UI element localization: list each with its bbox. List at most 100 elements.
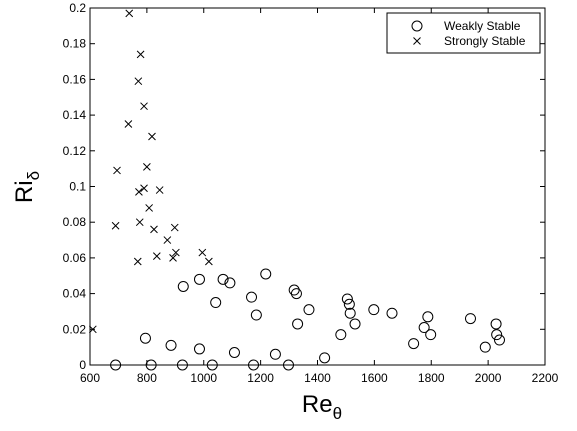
data-point-circle bbox=[303, 304, 315, 316]
legend-box bbox=[386, 12, 541, 54]
data-point-circle bbox=[349, 318, 361, 330]
x-axis-label: Reθ bbox=[302, 391, 342, 423]
y-tick-label: 0.16 bbox=[63, 72, 87, 86]
data-point-circle bbox=[341, 293, 353, 305]
x-tick-label: 2000 bbox=[475, 371, 502, 385]
data-point-circle bbox=[176, 359, 188, 371]
data-point-circle bbox=[224, 277, 236, 289]
series-strongly-stable bbox=[88, 9, 213, 334]
data-point-x bbox=[145, 204, 154, 212]
data-point-x bbox=[135, 218, 144, 227]
data-point-x bbox=[205, 257, 213, 266]
y-tick-label: 0.1 bbox=[69, 180, 86, 194]
data-point-circle bbox=[282, 359, 294, 371]
y-axis-ticks: 0 0.02 0.04 0.06 0.08 0.1 0.12 0.14 0.16 0.18 0.2 bbox=[63, 1, 545, 372]
data-point-circle bbox=[145, 359, 157, 371]
legend-label: Weakly Stable bbox=[444, 19, 521, 33]
y-tick-label: 0.2 bbox=[69, 1, 86, 15]
data-point-circle bbox=[269, 348, 281, 360]
data-point-circle bbox=[228, 347, 240, 359]
plot-frame bbox=[89, 7, 546, 366]
data-point-x bbox=[198, 248, 207, 257]
data-point-x bbox=[135, 188, 143, 196]
x-tick-label: 1800 bbox=[418, 371, 445, 385]
data-point-x bbox=[111, 221, 120, 230]
y-tick-label: 0.06 bbox=[63, 251, 87, 265]
data-point-circle bbox=[418, 322, 430, 334]
y-axis-label-sub: δ bbox=[24, 171, 43, 180]
data-point-x bbox=[134, 77, 143, 86]
data-point-circle bbox=[177, 280, 189, 292]
x-tick-label: 600 bbox=[80, 371, 100, 385]
x-axis-label-main: Re bbox=[302, 391, 333, 418]
data-point-circle bbox=[408, 338, 420, 350]
data-point-x bbox=[140, 102, 148, 111]
data-point-circle bbox=[479, 341, 491, 353]
data-point-circle bbox=[139, 332, 151, 344]
y-tick-label: 0.12 bbox=[63, 144, 87, 158]
data-point-circle bbox=[193, 273, 205, 285]
y-tick-label: 0.14 bbox=[63, 108, 87, 122]
legend-marker-x bbox=[413, 37, 421, 45]
data-point-circle bbox=[193, 343, 205, 355]
data-point-circle bbox=[343, 298, 355, 310]
data-point-circle bbox=[344, 307, 356, 319]
data-point-circle bbox=[246, 291, 258, 303]
x-tick-label: 800 bbox=[137, 371, 157, 385]
data-point-circle bbox=[319, 352, 331, 364]
data-point-x bbox=[136, 50, 145, 59]
legend-marker-circle bbox=[411, 20, 423, 32]
data-point-x bbox=[140, 184, 148, 193]
data-point-circle bbox=[206, 359, 218, 371]
data-point-circle bbox=[210, 297, 222, 309]
y-axis-label-main: Ri bbox=[11, 180, 38, 203]
y-tick-label: 0 bbox=[79, 358, 86, 372]
y-tick-label: 0.04 bbox=[63, 287, 87, 301]
data-point-circle bbox=[290, 288, 302, 300]
data-point-circle bbox=[110, 359, 122, 371]
data-point-x bbox=[155, 186, 164, 194]
data-point-circle bbox=[165, 339, 177, 351]
x-tick-label: 2200 bbox=[532, 371, 559, 385]
x-tick-label: 1000 bbox=[190, 371, 217, 385]
data-point-x bbox=[152, 252, 161, 260]
y-axis-label: Riδ bbox=[11, 171, 43, 203]
data-point-circle bbox=[368, 304, 380, 316]
data-point-x bbox=[172, 248, 180, 257]
data-point-circle bbox=[292, 318, 304, 330]
x-tick-label: 1200 bbox=[247, 371, 274, 385]
data-point-x bbox=[124, 120, 133, 128]
data-point-circle bbox=[335, 329, 347, 341]
data-point-x bbox=[170, 223, 179, 232]
plot-area bbox=[89, 7, 546, 366]
data-point-circle bbox=[260, 268, 272, 280]
data-point-x bbox=[143, 163, 151, 171]
data-point-x bbox=[163, 236, 172, 244]
data-point-x bbox=[148, 132, 156, 141]
y-tick-label: 0.02 bbox=[63, 322, 87, 336]
data-point-circle bbox=[386, 307, 398, 319]
legend-label: Strongly Stable bbox=[444, 34, 526, 48]
data-point-x bbox=[133, 257, 142, 266]
data-point-circle bbox=[250, 309, 262, 321]
y-tick-label: 0.08 bbox=[63, 215, 87, 229]
x-tick-label: 1400 bbox=[304, 371, 331, 385]
data-point-x bbox=[169, 254, 177, 262]
series-weakly-stable bbox=[110, 268, 505, 371]
data-point-circle bbox=[490, 318, 502, 330]
data-point-circle bbox=[464, 313, 476, 325]
y-tick-label: 0.18 bbox=[63, 37, 87, 51]
data-point-circle bbox=[491, 329, 503, 341]
data-point-circle bbox=[248, 359, 260, 371]
data-point-x bbox=[88, 325, 97, 334]
data-point-circle bbox=[288, 284, 300, 296]
data-point-circle bbox=[425, 329, 437, 341]
x-axis-ticks: 600 800 1000 1200 1400 1600 1800 2000 2200 bbox=[80, 8, 559, 385]
data-points bbox=[88, 9, 505, 371]
data-point-circle bbox=[422, 311, 434, 323]
data-point-x bbox=[150, 225, 158, 234]
x-axis-label-sub: θ bbox=[333, 404, 342, 423]
data-point-circle bbox=[217, 273, 229, 285]
